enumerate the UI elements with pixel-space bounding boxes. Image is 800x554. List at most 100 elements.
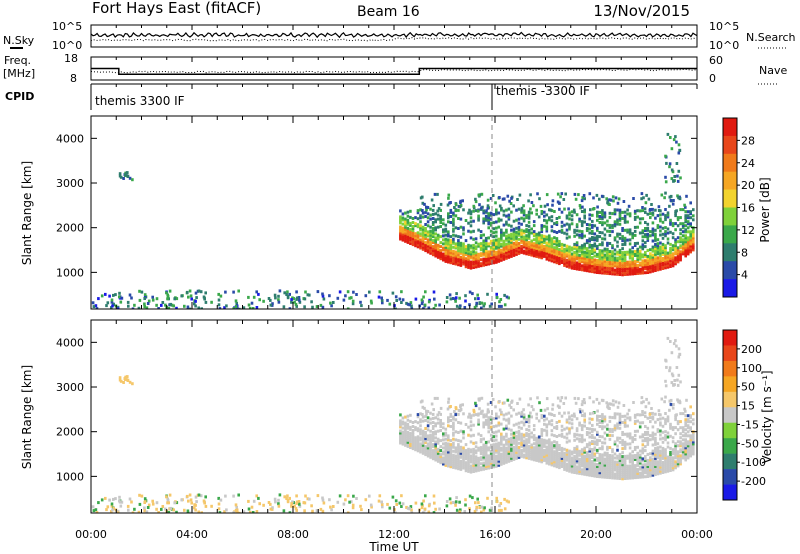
velocity-echo-cell — [649, 462, 652, 466]
velocity-echo-cell — [283, 495, 286, 499]
velocity-echo-cell — [520, 452, 523, 456]
velocity-echo-cell — [404, 415, 407, 419]
velocity-echo-cell — [482, 421, 485, 425]
velocity-echo-cell — [483, 506, 486, 510]
velocity-echo-cell — [477, 464, 480, 468]
power-echo-cell — [563, 207, 566, 211]
velocity-echo-cell — [692, 418, 695, 422]
power-echo-cell — [411, 243, 415, 247]
power-echo-cell — [613, 220, 617, 224]
velocity-echo-cell — [608, 429, 612, 433]
power-echo-cell — [631, 256, 634, 260]
velocity-echo-cell — [474, 455, 478, 459]
freq-series — [91, 67, 697, 76]
velocity-echo-cell — [591, 468, 594, 472]
power-echo-cell — [454, 244, 458, 248]
power-echo-cell — [439, 219, 442, 222]
velocity-echo-cell — [598, 461, 602, 465]
velocity-echo-cell — [645, 397, 648, 401]
power-echo-cell — [570, 252, 574, 256]
velocity-echo-cell — [672, 403, 675, 406]
power-echo-cell — [692, 236, 695, 240]
power-echo-cell — [500, 250, 503, 254]
velocity-echo-cell — [686, 430, 690, 434]
velocity-echo-cell — [423, 406, 426, 410]
velocity-echo-cell — [303, 501, 307, 505]
power-echo-cell — [411, 241, 415, 245]
velocity-echo-cell — [575, 455, 579, 459]
power-echo-cell — [548, 234, 551, 238]
velocity-echo-cell — [654, 473, 657, 476]
power-echo-cell — [525, 236, 528, 240]
power-echo-cell — [505, 242, 508, 246]
velocity-echo-cell — [409, 442, 412, 445]
power-echo-cell — [626, 270, 629, 274]
velocity-echo-cell — [444, 445, 448, 449]
power-echo-cell — [454, 214, 458, 218]
velocity-echo-cell — [404, 437, 407, 441]
velocity-echo-cell — [621, 457, 624, 461]
velocity-echo-cell — [646, 416, 650, 420]
power-echo-cell — [679, 222, 682, 226]
power-echo-cell — [461, 199, 464, 203]
velocity-echo-cell — [406, 444, 410, 448]
power-echo-cell — [654, 263, 657, 266]
power-echo-cell — [540, 242, 544, 246]
power-echo-cell — [467, 245, 470, 249]
power-echo-cell — [462, 244, 465, 248]
velocity-echo-cell — [532, 436, 536, 440]
power-echo-cell — [568, 255, 571, 259]
power-echo-cell — [558, 242, 561, 245]
velocity-echo-cell — [517, 447, 521, 451]
velocity-echo-cell — [621, 451, 624, 455]
power-echo-cell — [495, 250, 498, 254]
power-echo-cell — [439, 215, 442, 218]
velocity-echo-cell — [492, 447, 496, 451]
power-echo-cell — [532, 244, 536, 248]
power-echo-cell — [426, 220, 430, 224]
velocity-echo-cell — [377, 499, 381, 503]
velocity-echo-cell — [426, 438, 430, 442]
power-echo-cell — [457, 241, 460, 245]
velocity-echo-cell — [457, 412, 460, 416]
velocity-echo-cell — [621, 431, 624, 434]
power-echo-cell — [644, 245, 647, 249]
power-echo-cell — [616, 258, 619, 262]
velocity-echo-cell — [426, 454, 430, 458]
velocity-echo-cell — [649, 456, 652, 460]
velocity-echo-cell — [686, 452, 690, 456]
power-echo-cell — [618, 222, 622, 226]
velocity-echo-cell — [540, 434, 544, 438]
power-echo-cell — [563, 223, 566, 227]
velocity-echo-cell — [477, 468, 480, 472]
power-echo-cell — [570, 262, 574, 266]
velocity-echo-cell — [515, 446, 518, 450]
velocity-echo-cell — [623, 444, 627, 448]
power-echo-cell — [580, 236, 584, 240]
power-echo-cell — [472, 253, 475, 257]
power-echo-cell — [601, 211, 604, 215]
power-echo-cell — [573, 244, 576, 248]
power-echo-cell — [127, 304, 130, 308]
velocity-echo-cell — [351, 506, 355, 510]
velocity-echo-cell — [623, 414, 627, 418]
velocity-echo-cell — [515, 456, 518, 460]
velocity-echo-cell — [651, 457, 655, 461]
power-echo-cell — [414, 224, 417, 228]
velocity-echo-cell — [515, 452, 518, 456]
power-echo-cell — [616, 270, 619, 274]
velocity-echo-cell — [510, 448, 513, 452]
power-echo-cell — [669, 242, 672, 246]
power-echo-cell — [669, 218, 672, 222]
velocity-echo-cell — [605, 401, 608, 405]
velocity-echo-cell — [489, 449, 493, 453]
velocity-echo-cell — [671, 464, 675, 468]
velocity-echo-cell — [172, 508, 175, 512]
velocity-echo-cell — [414, 444, 417, 448]
velocity-echo-cell — [573, 454, 576, 458]
velocity-echo-cell — [656, 472, 660, 476]
velocity-echo-cell — [119, 379, 123, 383]
power-echo-cell — [188, 289, 192, 293]
velocity-echo-cell — [598, 473, 602, 477]
colorbar-swatch — [723, 360, 737, 377]
